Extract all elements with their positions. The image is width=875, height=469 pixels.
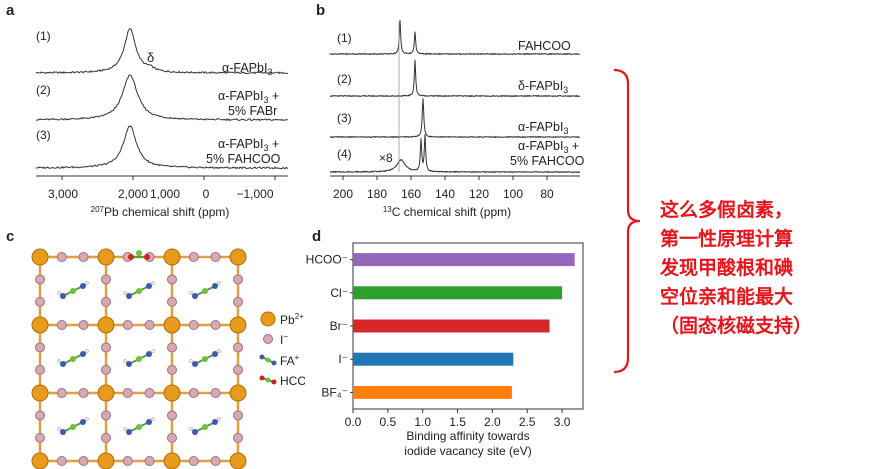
x-tick-a-0: 3,000 bbox=[48, 187, 78, 201]
trace-index-b4: (4) bbox=[337, 147, 352, 161]
trace-index-b1: (1) bbox=[337, 31, 352, 45]
x-tick-b-0: 200 bbox=[333, 187, 353, 201]
x-axis-label-d-line2: iodide vacancy site (eV) bbox=[404, 444, 531, 458]
x-ticks-d: 0.0 0.5 1.0 1.5 2.0 2.5 3.0 bbox=[345, 409, 571, 429]
x-tick-a-3: 0 bbox=[203, 187, 210, 201]
x-axis-label-b: 13C chemical shift (ppm) bbox=[383, 205, 511, 219]
spectrum-a2 bbox=[36, 74, 289, 122]
x-tick-a-1: 2,000 bbox=[118, 187, 148, 201]
trace-index-b3: (3) bbox=[337, 111, 352, 125]
spectrum-a3 bbox=[35, 125, 289, 170]
magnification-label: ×8 bbox=[379, 151, 393, 165]
x-tick-label-d-5: 2.5 bbox=[519, 415, 536, 429]
annotation-line-2: 第一性原理计算 bbox=[660, 228, 794, 250]
x-tick-label-d-0: 0.0 bbox=[345, 415, 362, 429]
panel-label-d: d bbox=[312, 228, 322, 245]
x-tick-label-d-4: 2.0 bbox=[484, 415, 501, 429]
category-label-3: I⁻ bbox=[338, 352, 348, 366]
bar-0 bbox=[353, 253, 575, 267]
x-tick-label-d-3: 1.5 bbox=[449, 415, 466, 429]
x-tick-b-2: 160 bbox=[401, 187, 421, 201]
annotation-line-4: 空位亲和能最大 bbox=[660, 286, 794, 308]
x-tick-a-4: −1,000 bbox=[236, 187, 273, 201]
category-label-1: Cl⁻ bbox=[330, 286, 348, 300]
crystal-legend: Pb2+ I− FA+ HCOO− bbox=[259, 311, 305, 388]
panel-c-crystal-structure: Pb2+ I− FA+ HCOO− bbox=[31, 248, 305, 469]
trace-label-b4: α-FAPbI3 + bbox=[518, 139, 579, 155]
delta-label: δ bbox=[147, 50, 154, 65]
legend-i-label: I− bbox=[280, 332, 288, 347]
trace-label-b1: FAHCOO bbox=[518, 39, 571, 53]
annotation-line-1: 这么多假卤素， bbox=[660, 199, 794, 221]
panel-b-c-nmr: (1) (2) (3) (4) ×8 FAHCOO δ-FAPbI3 α-FAP… bbox=[329, 19, 585, 219]
panel-a-spectra bbox=[35, 28, 289, 170]
panel-a-pb-nmr: (1) (2) (3) δ α-FAPbI3 α-FAPbI3 + 5% FAB… bbox=[35, 28, 289, 219]
bracket-path bbox=[613, 68, 641, 374]
crystal-lattice bbox=[31, 248, 247, 469]
category-label-4: BF₄⁻ bbox=[321, 385, 348, 399]
trace-index-b2: (2) bbox=[337, 72, 352, 86]
x-tick-b-5: 100 bbox=[503, 187, 523, 201]
trace-label-a3: α-FAPbI3 + bbox=[218, 137, 279, 153]
category-label-2: Br⁻ bbox=[330, 319, 348, 333]
x-tick-b-1: 180 bbox=[367, 187, 387, 201]
x-tick-b-3: 140 bbox=[435, 187, 455, 201]
x-tick-label-d-2: 1.0 bbox=[414, 415, 431, 429]
trace-index-a3: (3) bbox=[36, 128, 51, 142]
spectrum-b2 bbox=[329, 59, 581, 98]
spectrum-a1 bbox=[35, 28, 289, 75]
spectrum-b4 bbox=[330, 133, 581, 174]
red-bracket bbox=[613, 68, 641, 374]
legend-pb-label: Pb2+ bbox=[280, 312, 304, 327]
bar-2 bbox=[353, 319, 550, 333]
x-tick-a-2: 1,000 bbox=[150, 187, 180, 201]
trace-label-a3-line2: 5% FAHCOO bbox=[206, 152, 281, 166]
trace-index-a2: (2) bbox=[36, 83, 51, 97]
spectrum-b1 bbox=[329, 19, 581, 56]
legend-pb-icon bbox=[260, 311, 276, 327]
x-axis-label-a: 207Pb chemical shift (ppm) bbox=[91, 205, 230, 219]
legend-hcoo-label: HCOO− bbox=[280, 373, 305, 388]
category-labels: HCOO⁻ Cl⁻ Br⁻ I⁻ BF₄⁻ bbox=[306, 253, 353, 399]
x-tick-label-d-1: 0.5 bbox=[380, 415, 397, 429]
bar-1 bbox=[353, 286, 563, 300]
legend-hcoo-icon bbox=[259, 375, 277, 385]
trace-label-b3: α-FAPbI3 bbox=[518, 120, 568, 136]
panel-b-spectra bbox=[329, 19, 581, 174]
x-tick-b-4: 120 bbox=[469, 187, 489, 201]
category-label-0: HCOO⁻ bbox=[306, 253, 348, 267]
x-axis-label-d-line1: Binding affinity towards bbox=[406, 429, 529, 443]
x-tick-b-6: 80 bbox=[540, 187, 554, 201]
legend-fa-label: FA+ bbox=[280, 353, 300, 368]
annotation-text: 这么多假卤素， 第一性原理计算 发现甲酸根和碘 空位亲和能最大 （固态核磁支持） bbox=[660, 196, 870, 341]
trace-label-a2-line2: 5% FABr bbox=[228, 104, 277, 118]
x-tick-label-d-6: 3.0 bbox=[554, 415, 571, 429]
trace-label-a2: α-FAPbI3 + bbox=[218, 89, 279, 105]
panel-d-bar-chart: HCOO⁻Cl⁻Br⁻I⁻BF₄⁻ 0.0 0.5 1.0 1.5 2.0 2.5 3.0 … bbox=[306, 242, 584, 458]
x-ticks-a bbox=[61, 176, 276, 180]
bar-4 bbox=[353, 385, 512, 399]
panel-label-a: a bbox=[6, 2, 15, 19]
bar-series bbox=[353, 253, 575, 399]
panel-label-b: b bbox=[316, 2, 326, 19]
spectrum-b3 bbox=[329, 98, 581, 139]
x-ticks-b bbox=[342, 176, 548, 180]
legend-i-icon bbox=[263, 334, 273, 344]
trace-label-b4-line2: 5% FAHCOO bbox=[510, 154, 585, 168]
bar-3 bbox=[353, 352, 514, 366]
trace-label-a1: α-FAPbI3 bbox=[222, 61, 272, 77]
annotation-line-3: 发现甲酸根和碘 bbox=[660, 257, 794, 279]
legend-fa-icon bbox=[259, 354, 277, 366]
trace-index-a1: (1) bbox=[36, 29, 51, 43]
annotation-line-5: （固态核磁支持） bbox=[660, 315, 813, 337]
trace-label-b2: δ-FAPbI3 bbox=[518, 79, 568, 95]
panel-label-c: c bbox=[6, 228, 15, 245]
